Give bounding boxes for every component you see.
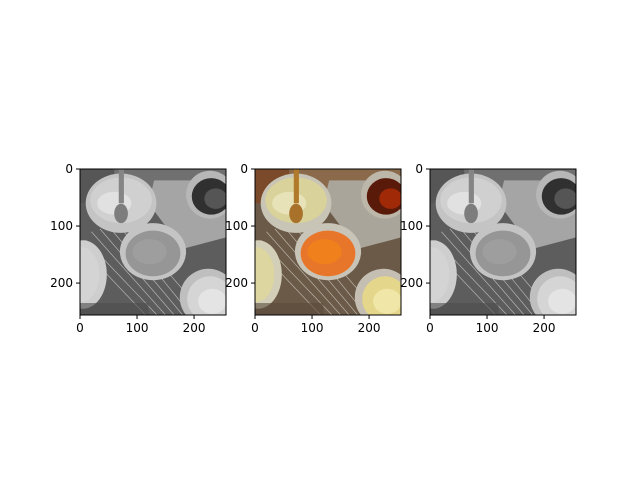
x-tick-label: 200: [183, 321, 206, 335]
y-tick-label: 200: [400, 276, 423, 290]
y-tick-label: 200: [50, 276, 73, 290]
image-panel-grayscale-left: [79, 168, 227, 316]
x-tick-label: 100: [301, 321, 324, 335]
x-tick-label: 0: [426, 321, 434, 335]
y-tick-label: 0: [65, 162, 73, 176]
y-tick-label: 200: [225, 276, 248, 290]
x-tick-label: 0: [251, 321, 259, 335]
x-tick-label: 200: [358, 321, 381, 335]
x-tick-label: 100: [126, 321, 149, 335]
kitchen-photo-grayscale: [430, 169, 576, 315]
x-tick-label: 200: [533, 321, 556, 335]
x-tick-label: 0: [76, 321, 84, 335]
tick-layer: 0 100 200 0 100 200 0 100 200 0 100 200 0 100 200 0 100 2…: [50, 162, 555, 335]
kitchen-photo-grayscale: [80, 169, 226, 315]
kitchen-photo-color: [255, 169, 401, 315]
y-tick-label: 0: [240, 162, 248, 176]
y-tick-label: 100: [225, 219, 248, 233]
y-tick-label: 100: [50, 219, 73, 233]
image-panel-grayscale-right: [429, 168, 577, 316]
axes-frame: [79, 168, 227, 316]
x-tick-label: 100: [476, 321, 499, 335]
image-panel-color-middle: [254, 168, 402, 316]
axes-frame: [429, 168, 577, 316]
axes-frame: [254, 168, 402, 316]
y-tick-label: 0: [415, 162, 423, 176]
y-tick-label: 100: [400, 219, 423, 233]
